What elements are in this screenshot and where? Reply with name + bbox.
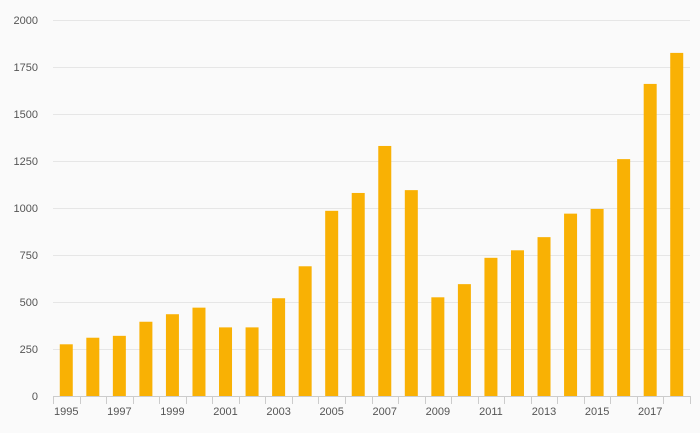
bar-2005 [325,210,339,396]
bar-2001 [219,327,233,396]
bars [59,52,684,397]
bar-2017 [643,83,657,397]
x-tick-label: 2015 [585,406,609,418]
y-tick-label: 1000 [14,203,38,215]
x-axis: 1995 1997 1999 2001 2003 2005 2007 2009 2011 2013… [53,396,691,418]
bar-1998 [139,321,153,396]
y-tick-label: 500 [20,297,38,309]
bar-2004 [298,266,312,396]
x-tick-label: 1995 [54,406,78,418]
x-tick-label: 2007 [373,406,397,418]
x-tick-label: 2005 [319,406,343,418]
y-tick-label: 0 [32,391,38,403]
y-tick-label: 1500 [14,109,38,121]
x-tick-label: 2011 [479,406,503,418]
bar-1995 [59,344,73,396]
x-tick-label: 2003 [266,406,290,418]
bar-2006 [351,192,365,396]
bar-2003 [272,298,286,396]
bar-2000 [192,307,206,396]
x-tick-label: 2009 [426,406,450,418]
bar-2012 [510,250,524,396]
x-tick-label: 1999 [160,406,184,418]
bar-1996 [86,337,100,396]
x-tick-label: 2013 [532,406,556,418]
bar-2015 [590,208,604,396]
bar-2014 [564,213,578,396]
bar-2009 [431,297,445,396]
bar-2016 [617,159,631,396]
bar-2007 [378,145,392,396]
y-axis-tick-labels: 0 250 500 750 1000 1250 1500 1750 2000 [14,15,38,403]
x-tick-label: 2001 [213,406,237,418]
bar-2011 [484,257,498,396]
bar-1997 [112,335,126,396]
y-tick-label: 250 [20,344,38,356]
bar-2002 [245,327,259,396]
x-tick-label: 1997 [107,406,131,418]
bar-2018 [670,52,684,397]
gridlines [53,20,690,350]
bar-2008 [404,190,418,396]
bar-2013 [537,237,551,396]
bar-2010 [457,284,471,396]
bar-1999 [165,314,179,396]
y-tick-label: 1250 [14,156,38,168]
y-tick-label: 2000 [14,15,38,27]
x-tick-label: 2017 [638,406,662,418]
y-tick-label: 1750 [14,62,38,74]
y-tick-label: 750 [20,250,38,262]
